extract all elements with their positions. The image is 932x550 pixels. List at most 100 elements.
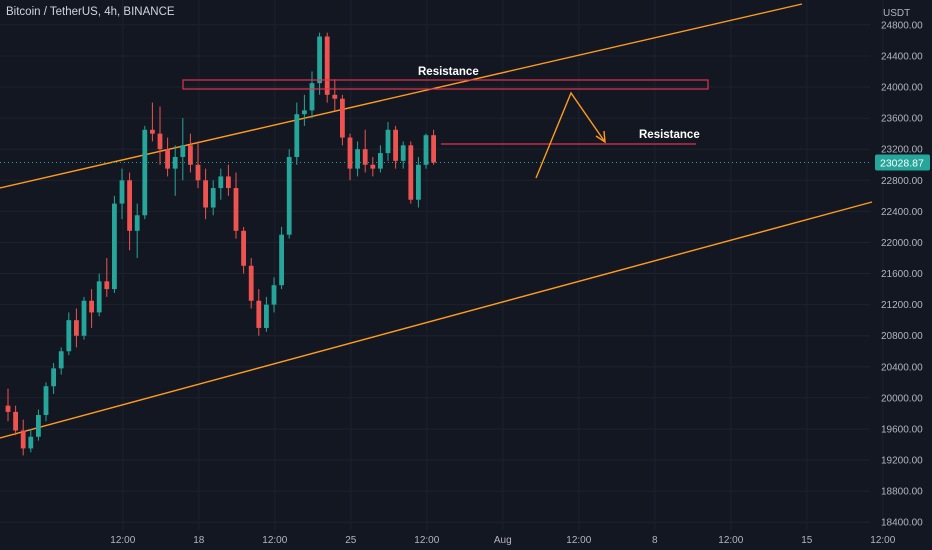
candle-body bbox=[157, 133, 163, 150]
resistance-label-lower: Resistance bbox=[639, 129, 700, 141]
candle-body bbox=[51, 368, 56, 387]
exchange-label: BINANCE bbox=[123, 6, 175, 18]
price-tick-label: 21200.00 bbox=[881, 300, 923, 311]
candle-body bbox=[13, 411, 18, 431]
candle-body bbox=[362, 149, 368, 165]
price-tick-label: 20000.00 bbox=[881, 393, 923, 404]
candle-body bbox=[302, 110, 307, 115]
time-tick-label: 12:00 bbox=[262, 535, 287, 546]
candle-body bbox=[104, 281, 110, 290]
candle-body bbox=[150, 129, 155, 134]
candle-body bbox=[294, 114, 300, 157]
annotations: Resistance Resistance bbox=[182, 66, 709, 179]
price-tick-label: 19600.00 bbox=[881, 424, 923, 435]
candle-body bbox=[127, 180, 132, 231]
candle-body bbox=[393, 129, 398, 161]
projection-arrow-head bbox=[595, 130, 606, 144]
candle-body bbox=[248, 265, 254, 301]
time-tick-label: 12:00 bbox=[718, 535, 743, 546]
candle-body bbox=[210, 188, 216, 208]
price-axis[interactable]: USDT 18400.00 18800.00 19200.00 19600.00 200… bbox=[881, 8, 923, 529]
candle-body bbox=[355, 149, 360, 169]
candle-body bbox=[400, 145, 406, 161]
price-tick-label: 20400.00 bbox=[881, 362, 923, 373]
channel-lower-line bbox=[0, 201, 873, 439]
candle-body bbox=[416, 164, 421, 200]
candle-body bbox=[36, 414, 41, 437]
candle-body bbox=[180, 145, 186, 157]
time-tick-label: 18 bbox=[193, 535, 205, 546]
time-tick-label: 12:00 bbox=[566, 535, 591, 546]
chart-header: Bitcoin / TetherUS, 4h, BINANCE bbox=[6, 6, 175, 18]
candle-body bbox=[58, 351, 64, 369]
price-axis-currency: USDT bbox=[883, 8, 910, 19]
last-price-tag: 23028.87 bbox=[875, 154, 930, 171]
candle-body bbox=[66, 320, 72, 352]
price-tick-label: 23200.00 bbox=[881, 145, 923, 156]
candle-body bbox=[271, 285, 277, 305]
candle-body bbox=[431, 135, 436, 163]
interval-label[interactable]: 4h bbox=[104, 6, 118, 18]
candle-body bbox=[233, 188, 239, 231]
candle-body bbox=[81, 300, 87, 336]
price-tick-label: 24000.00 bbox=[881, 83, 923, 94]
price-tick-label: 18800.00 bbox=[881, 487, 923, 498]
price-tick-label: 18400.00 bbox=[881, 518, 923, 529]
candle-body bbox=[385, 129, 391, 154]
price-tick-label: 24800.00 bbox=[881, 20, 923, 31]
candle-body bbox=[332, 94, 338, 99]
candle-body bbox=[378, 153, 383, 169]
candle-body bbox=[172, 156, 178, 169]
time-tick-label: 12:00 bbox=[870, 535, 895, 546]
time-tick-label: 8 bbox=[652, 535, 658, 546]
resistance-zone-box bbox=[182, 79, 709, 90]
candle-body bbox=[347, 137, 353, 169]
time-tick-label: 15 bbox=[801, 535, 813, 546]
price-tick-label: 22400.00 bbox=[881, 207, 923, 218]
time-axis[interactable]: 12:00 18 12:00 25 12:00 Aug 12:00 8 12:00 15 12:00 bbox=[110, 535, 895, 546]
candle-body bbox=[324, 36, 330, 95]
price-tick-label: 19200.00 bbox=[881, 456, 923, 467]
projection-path-arrow bbox=[535, 91, 606, 179]
candle-body bbox=[20, 430, 26, 449]
candle-body bbox=[279, 234, 284, 286]
last-price-value: 23028.87 bbox=[880, 158, 924, 170]
candle-body bbox=[241, 230, 246, 266]
candle-body bbox=[340, 98, 345, 138]
time-tick-label: 12:00 bbox=[110, 535, 135, 546]
resistance-label-upper: Resistance bbox=[418, 66, 479, 78]
candle-body bbox=[188, 145, 193, 165]
price-tick-label: 24400.00 bbox=[881, 51, 923, 62]
time-tick-label: 25 bbox=[345, 535, 357, 546]
candle-body bbox=[286, 156, 292, 235]
time-tick-label: Aug bbox=[494, 535, 512, 546]
candle-body bbox=[5, 405, 11, 412]
header-separator: , bbox=[97, 6, 105, 18]
candle-body bbox=[226, 176, 231, 189]
candle-body bbox=[74, 320, 79, 336]
candle-body bbox=[203, 180, 208, 208]
candle-body bbox=[142, 129, 148, 216]
trend-channel bbox=[0, 3, 873, 439]
symbol-name[interactable]: Bitcoin / TetherUS bbox=[6, 6, 98, 18]
last-price-tag-background bbox=[875, 154, 930, 171]
price-tick-label: 22800.00 bbox=[881, 176, 923, 187]
candlestick-series bbox=[5, 32, 436, 456]
candle-body bbox=[408, 145, 414, 200]
price-tick-label: 22000.00 bbox=[881, 238, 923, 249]
candle-body bbox=[119, 180, 125, 204]
candle-body bbox=[28, 436, 34, 449]
candle-body bbox=[309, 83, 315, 111]
candle-body bbox=[256, 300, 262, 328]
candle-body bbox=[423, 135, 429, 165]
candle-body bbox=[264, 304, 269, 328]
candle-body bbox=[218, 176, 224, 189]
candle-body bbox=[112, 203, 117, 290]
candle-body bbox=[134, 215, 140, 231]
candle-body bbox=[165, 149, 170, 169]
candle-body bbox=[195, 164, 201, 181]
price-tick-label: 20800.00 bbox=[881, 331, 923, 342]
candle-body bbox=[317, 36, 322, 84]
